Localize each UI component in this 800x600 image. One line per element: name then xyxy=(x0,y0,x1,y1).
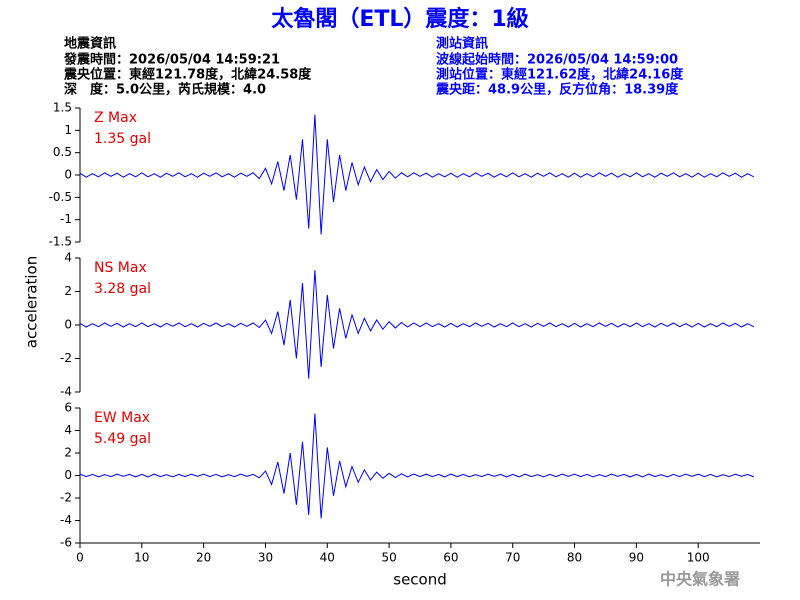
y-tick-label: 0.5 xyxy=(53,145,72,159)
y-tick-label: -6 xyxy=(60,536,72,550)
x-tick-label: 60 xyxy=(443,551,458,565)
x-tick-label: 50 xyxy=(381,551,396,565)
y-tick-label: 6 xyxy=(64,401,72,415)
y-tick-label: 1.5 xyxy=(53,101,72,115)
x-axis-label: second xyxy=(393,571,447,589)
title: 太魯閣（ETL）震度：1級 xyxy=(271,6,528,32)
y-tick-label: -4 xyxy=(60,385,72,399)
info-line: 深 度：5.0公里，芮氏規模：4.0 xyxy=(64,82,266,98)
x-tick-label: 10 xyxy=(134,551,149,565)
y-tick-label: 0 xyxy=(64,318,72,332)
watermark: 中央氣象署 xyxy=(660,570,740,589)
info-line: 波線起始時間：2026/05/04 14:59:00 xyxy=(436,52,678,68)
x-tick-label: 90 xyxy=(629,551,644,565)
x-tick-label: 80 xyxy=(567,551,582,565)
y-tick-label: 4 xyxy=(64,251,72,265)
y-tick-label: 0 xyxy=(64,468,72,482)
waveform xyxy=(79,270,755,379)
annotation: NS Max xyxy=(94,260,147,276)
annotation: EW Max xyxy=(94,410,150,426)
y-tick-label: -2 xyxy=(60,351,72,365)
y-tick-label: 4 xyxy=(64,423,72,437)
y-tick-label: -4 xyxy=(60,513,72,527)
annotation: 3.28 gal xyxy=(94,281,151,297)
y-tick-label: 2 xyxy=(64,284,72,298)
info-line: 震央位置：東經121.78度，北緯24.58度 xyxy=(63,67,312,83)
x-tick-label: 40 xyxy=(320,551,335,565)
y-axis-label: acceleration xyxy=(23,256,41,348)
x-tick-label: 70 xyxy=(505,551,520,565)
annotation: 5.49 gal xyxy=(94,431,151,447)
x-tick-label: 100 xyxy=(687,551,710,565)
y-tick-label: 0 xyxy=(64,168,72,182)
info-line: 測站位置：東經121.62度，北緯24.16度 xyxy=(436,67,684,83)
waveform xyxy=(79,413,754,519)
y-tick-label: 1 xyxy=(64,123,72,137)
waveform xyxy=(79,114,755,235)
x-tick-label: 20 xyxy=(196,551,211,565)
info-line: 地震資訊 xyxy=(64,36,116,52)
y-tick-label: -1 xyxy=(60,212,72,226)
annotation: Z Max xyxy=(94,110,137,126)
y-tick-label: 2 xyxy=(64,446,72,460)
info-line: 測站資訊 xyxy=(436,36,488,52)
info-line: 發震時間：2026/05/04 14:59:21 xyxy=(63,52,280,68)
y-tick-label: -2 xyxy=(60,491,72,505)
x-tick-label: 30 xyxy=(258,551,273,565)
x-tick-label: 0 xyxy=(76,551,84,565)
y-tick-label: -1.5 xyxy=(49,235,72,249)
annotation: 1.35 gal xyxy=(94,131,151,147)
y-tick-label: -0.5 xyxy=(49,190,72,204)
info-line: 震央距：48.9公里，反方位角：18.39度 xyxy=(435,82,679,98)
